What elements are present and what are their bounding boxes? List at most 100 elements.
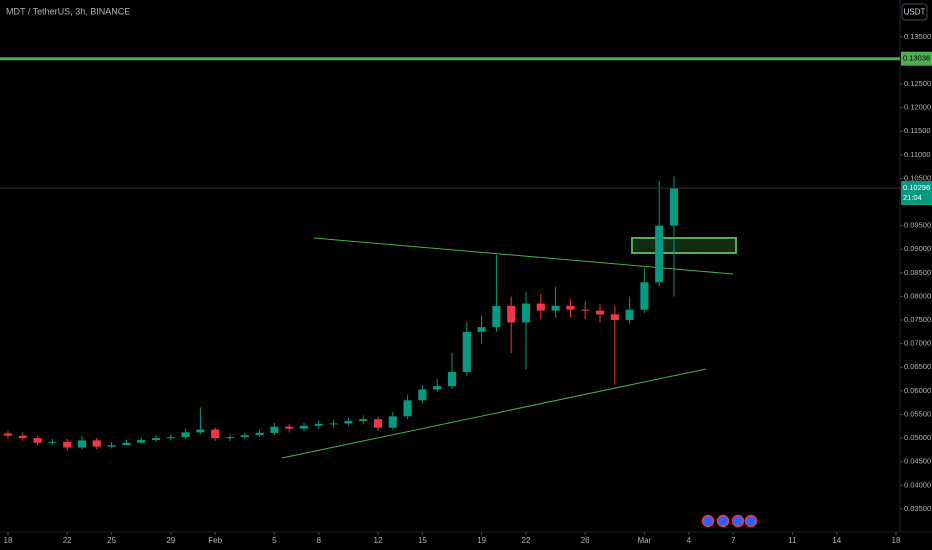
x-tick-label: 18 [892, 536, 901, 545]
y-tick-label: 0.10500 [904, 173, 931, 182]
candle-body [610, 314, 619, 321]
candle-body [595, 310, 605, 315]
x-tick-label: 22 [522, 536, 531, 545]
candle-body [151, 438, 161, 440]
last-price-label: 0.10296 [903, 183, 930, 192]
currency-button[interactable] [901, 3, 928, 21]
y-tick-label: 0.05000 [904, 433, 931, 442]
candle-body [92, 440, 101, 447]
candle-body [211, 429, 220, 439]
candle-body [255, 432, 264, 436]
candle-body [18, 435, 27, 439]
event-icon[interactable] [731, 514, 745, 528]
x-tick-label: Feb [208, 536, 222, 545]
candle-body [3, 433, 13, 436]
price-line-badge [901, 51, 932, 66]
trendline[interactable] [281, 368, 707, 459]
x-tick-label: 12 [374, 536, 383, 545]
y-tick-label: 0.09500 [904, 221, 931, 230]
candle-body [447, 371, 457, 387]
y-tick-label: 0.03500 [904, 504, 931, 513]
x-tick-label: 19 [477, 536, 486, 545]
candle-body [507, 305, 516, 323]
y-tick-label: 0.04500 [904, 457, 931, 466]
zone-box[interactable] [631, 237, 737, 254]
candle-body [521, 303, 531, 323]
candle-body [63, 441, 72, 448]
y-tick-label: 0.11000 [904, 150, 931, 159]
candle-body [137, 439, 146, 443]
event-icon[interactable] [744, 514, 758, 528]
event-icon[interactable] [716, 514, 730, 528]
price-line-label: 0.13036 [903, 54, 930, 63]
y-tick-label: 0.05500 [904, 409, 931, 418]
x-tick-label: 15 [418, 536, 427, 545]
candle-body [625, 309, 634, 321]
candle-body [107, 445, 116, 447]
event-icon[interactable] [701, 514, 715, 528]
y-tick-label: 0.11500 [904, 126, 931, 135]
candle-body [477, 327, 486, 332]
x-tick-label: Mar [638, 536, 652, 545]
candle-body [403, 400, 412, 417]
candle-body [329, 423, 338, 425]
y-tick-label: 0.08500 [904, 268, 931, 277]
x-tick-label: 22 [63, 536, 72, 545]
candle-body [344, 421, 353, 424]
y-tick-label: 0.07500 [904, 315, 931, 324]
candle-body [122, 442, 131, 446]
x-tick-label: 11 [788, 536, 797, 545]
y-tick-label: 0.13500 [904, 32, 931, 41]
candle-body [240, 435, 249, 438]
candle-body [181, 432, 190, 438]
candle-body [196, 429, 205, 433]
y-tick-label: 0.04000 [904, 480, 931, 489]
x-tick-label: 14 [832, 536, 841, 545]
candle-body [566, 305, 575, 310]
y-tick-label: 0.06500 [904, 362, 931, 371]
candle-body [388, 416, 397, 428]
x-tick-label: 18 [4, 536, 13, 545]
x-tick-label: 5 [272, 536, 277, 545]
candle-body [225, 437, 235, 439]
x-tick-label: 29 [166, 536, 175, 545]
candle-body [640, 282, 649, 310]
y-tick-label: 0.12500 [904, 79, 931, 88]
countdown-label: 21:04 [903, 193, 922, 202]
y-tick-label: 0.07000 [904, 339, 931, 348]
candle-body [492, 305, 501, 328]
candle-body [299, 425, 309, 429]
event-icons [701, 514, 758, 528]
currency-label: USDT [904, 8, 926, 17]
candle-body [462, 331, 471, 372]
candle-body [270, 426, 279, 433]
candle-body [373, 419, 383, 428]
symbol-title: MDT / TetherUS, 3h, BINANCE [6, 6, 130, 16]
candle-body [551, 305, 560, 311]
x-tick-label: 4 [687, 536, 692, 545]
candle-body [77, 440, 87, 448]
candle-body [359, 419, 368, 422]
y-tick-label: 0.06000 [904, 386, 931, 395]
candle-body [418, 389, 427, 401]
x-tick-label: 7 [731, 536, 736, 545]
y-tick-label: 0.12000 [904, 103, 931, 112]
candle-body [33, 438, 42, 443]
candle-body [581, 309, 590, 311]
candle-body [48, 441, 57, 443]
y-tick-label: 0.08000 [904, 291, 931, 300]
candle-body [314, 423, 323, 426]
candle-body [669, 188, 679, 226]
candle-body [285, 426, 294, 429]
x-tick-label: 25 [107, 536, 116, 545]
y-tick-label: 0.09000 [904, 244, 931, 253]
candle-body [433, 386, 442, 390]
candle-body [536, 303, 545, 311]
candle-body [166, 437, 175, 439]
x-tick-label: 26 [581, 536, 590, 545]
x-tick-label: 8 [317, 536, 322, 545]
candle-body [655, 225, 664, 283]
last-price-badge [901, 181, 932, 206]
